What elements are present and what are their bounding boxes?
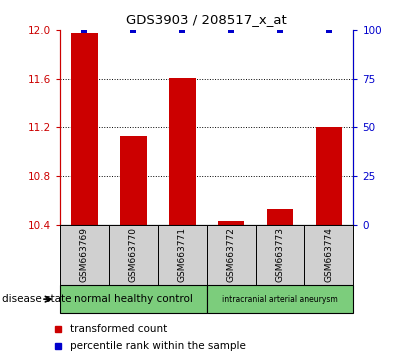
Bar [60,285,206,313]
Bar [266,209,293,225]
Text: intracranial arterial aneurysm: intracranial arterial aneurysm [222,295,338,304]
Text: normal healthy control: normal healthy control [74,294,192,304]
Bar [206,285,353,313]
Bar [157,225,206,285]
Bar [316,127,342,225]
Text: disease state: disease state [2,294,72,304]
Text: percentile rank within the sample: percentile rank within the sample [70,341,246,351]
Text: GSM663772: GSM663772 [226,227,236,282]
Text: GSM663771: GSM663771 [178,227,187,282]
Title: GDS3903 / 208517_x_at: GDS3903 / 208517_x_at [126,13,287,26]
Bar [120,136,147,225]
Text: GSM663773: GSM663773 [275,227,284,282]
Bar [109,225,157,285]
Text: GSM663769: GSM663769 [80,227,89,282]
Text: GSM663770: GSM663770 [129,227,138,282]
Bar [60,225,109,285]
Bar [256,225,305,285]
Bar [169,78,196,225]
Text: transformed count: transformed count [70,324,167,333]
Text: GSM663774: GSM663774 [324,227,333,282]
Bar [217,221,245,225]
Bar [71,33,97,225]
Bar [305,225,353,285]
Bar [206,225,256,285]
